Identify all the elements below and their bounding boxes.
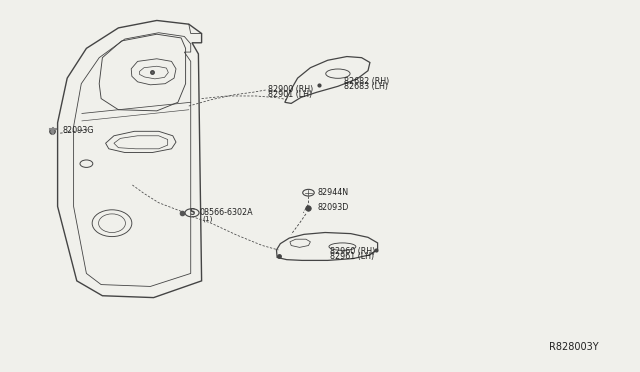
Text: (1): (1) [202,215,212,222]
Text: 08566-6302A: 08566-6302A [200,208,253,217]
Text: 82683 (LH): 82683 (LH) [344,82,388,91]
Text: 82901 (LH): 82901 (LH) [268,90,312,99]
Text: 82900 (RH): 82900 (RH) [268,85,313,94]
Text: S: S [189,208,195,217]
Text: 82093G: 82093G [63,126,94,135]
Text: 82961 (LH): 82961 (LH) [330,252,374,261]
Text: 82944N: 82944N [317,188,349,197]
Text: R828003Y: R828003Y [548,341,598,352]
Text: 82960 (RH): 82960 (RH) [330,247,375,256]
Text: 82682 (RH): 82682 (RH) [344,77,390,86]
Text: 82093D: 82093D [317,203,349,212]
